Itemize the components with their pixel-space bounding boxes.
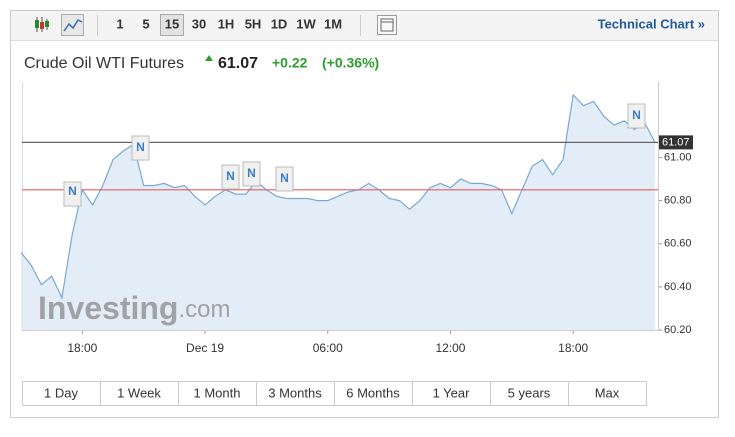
news-marker-label[interactable]: N <box>632 108 641 122</box>
price-change: +0.22 <box>272 55 308 71</box>
price-change-pct: (+0.36%) <box>322 55 379 71</box>
news-marker[interactable]: N <box>131 135 150 161</box>
range-button-label[interactable]: 1 Week <box>117 385 161 400</box>
interval-button[interactable]: 1H <box>218 16 235 31</box>
interval-button[interactable]: 30 <box>192 16 206 31</box>
interval-button[interactable]: 15 <box>165 16 179 31</box>
y-tick-label: 60.80 <box>664 195 692 207</box>
news-marker[interactable]: N <box>275 166 294 192</box>
range-button-label[interactable]: 3 Months <box>268 385 322 400</box>
news-marker[interactable]: N <box>63 181 82 207</box>
x-tick-label: 18:00 <box>67 341 97 355</box>
instrument-title: Crude Oil WTI Futures <box>24 55 184 72</box>
area <box>21 94 655 331</box>
interval-button[interactable]: 5 <box>142 16 149 31</box>
last-price: 61.07 <box>218 55 258 72</box>
icon-hit[interactable] <box>61 14 84 36</box>
interval-button[interactable]: 1 <box>116 16 123 31</box>
watermark-domain: .com <box>178 296 230 323</box>
y-tick-label: 60.60 <box>664 238 692 250</box>
news-marker[interactable]: N <box>221 164 240 190</box>
y-tick-label: 60.20 <box>664 324 692 336</box>
range-button[interactable] <box>412 381 491 406</box>
news-marker[interactable]: N <box>627 103 646 129</box>
x-tick-label: 06:00 <box>313 341 343 355</box>
line-icon[interactable] <box>61 14 84 36</box>
range-button-label[interactable]: 1 Day <box>44 385 78 400</box>
last-price-tag <box>659 135 693 150</box>
news-marker-label[interactable]: N <box>247 166 256 180</box>
technical-chart-link[interactable]: Technical Chart » <box>598 16 705 31</box>
settings-icon[interactable] <box>377 15 397 35</box>
x-tick-label: 18:00 <box>558 341 588 355</box>
news-marker-label[interactable]: N <box>226 169 235 183</box>
y-tick-label: 61.00 <box>664 151 692 163</box>
price-line <box>20 93 656 300</box>
watermark: Investing.com <box>38 290 230 326</box>
interval-selected[interactable] <box>160 14 184 36</box>
news-marker-label[interactable]: N <box>136 140 145 154</box>
range-button-label[interactable]: 1 Month <box>194 385 241 400</box>
interval-button[interactable]: 1W <box>296 16 316 31</box>
range-button-label[interactable]: 1 Year <box>433 385 471 400</box>
interval-button[interactable]: 5H <box>245 16 262 31</box>
range-button[interactable] <box>490 381 569 406</box>
news-marker-label[interactable]: N <box>280 171 289 185</box>
range-button-label[interactable]: 5 years <box>508 385 551 400</box>
interval-button[interactable]: 1M <box>324 16 342 31</box>
icon-hit[interactable] <box>377 15 397 35</box>
range-button-label[interactable]: 6 Months <box>346 385 400 400</box>
news-marker[interactable]: N <box>242 161 261 187</box>
last-price-tag-label: 61.07 <box>662 136 690 148</box>
x-tick-label: Dec 19 <box>186 341 224 355</box>
y-tick-label: 60.40 <box>664 281 692 293</box>
range-button[interactable] <box>22 381 101 406</box>
interval-button[interactable]: 1D <box>271 16 288 31</box>
candle-icon[interactable] <box>34 17 49 32</box>
watermark-brand: Investing <box>38 290 178 326</box>
range-button-label[interactable]: Max <box>595 385 620 400</box>
range-button[interactable] <box>568 381 647 406</box>
range-button[interactable] <box>334 381 413 406</box>
toolbar <box>11 11 718 40</box>
x-tick-label: 12:00 <box>435 341 465 355</box>
news-marker-label[interactable]: N <box>68 184 77 198</box>
up-arrow <box>205 55 213 61</box>
